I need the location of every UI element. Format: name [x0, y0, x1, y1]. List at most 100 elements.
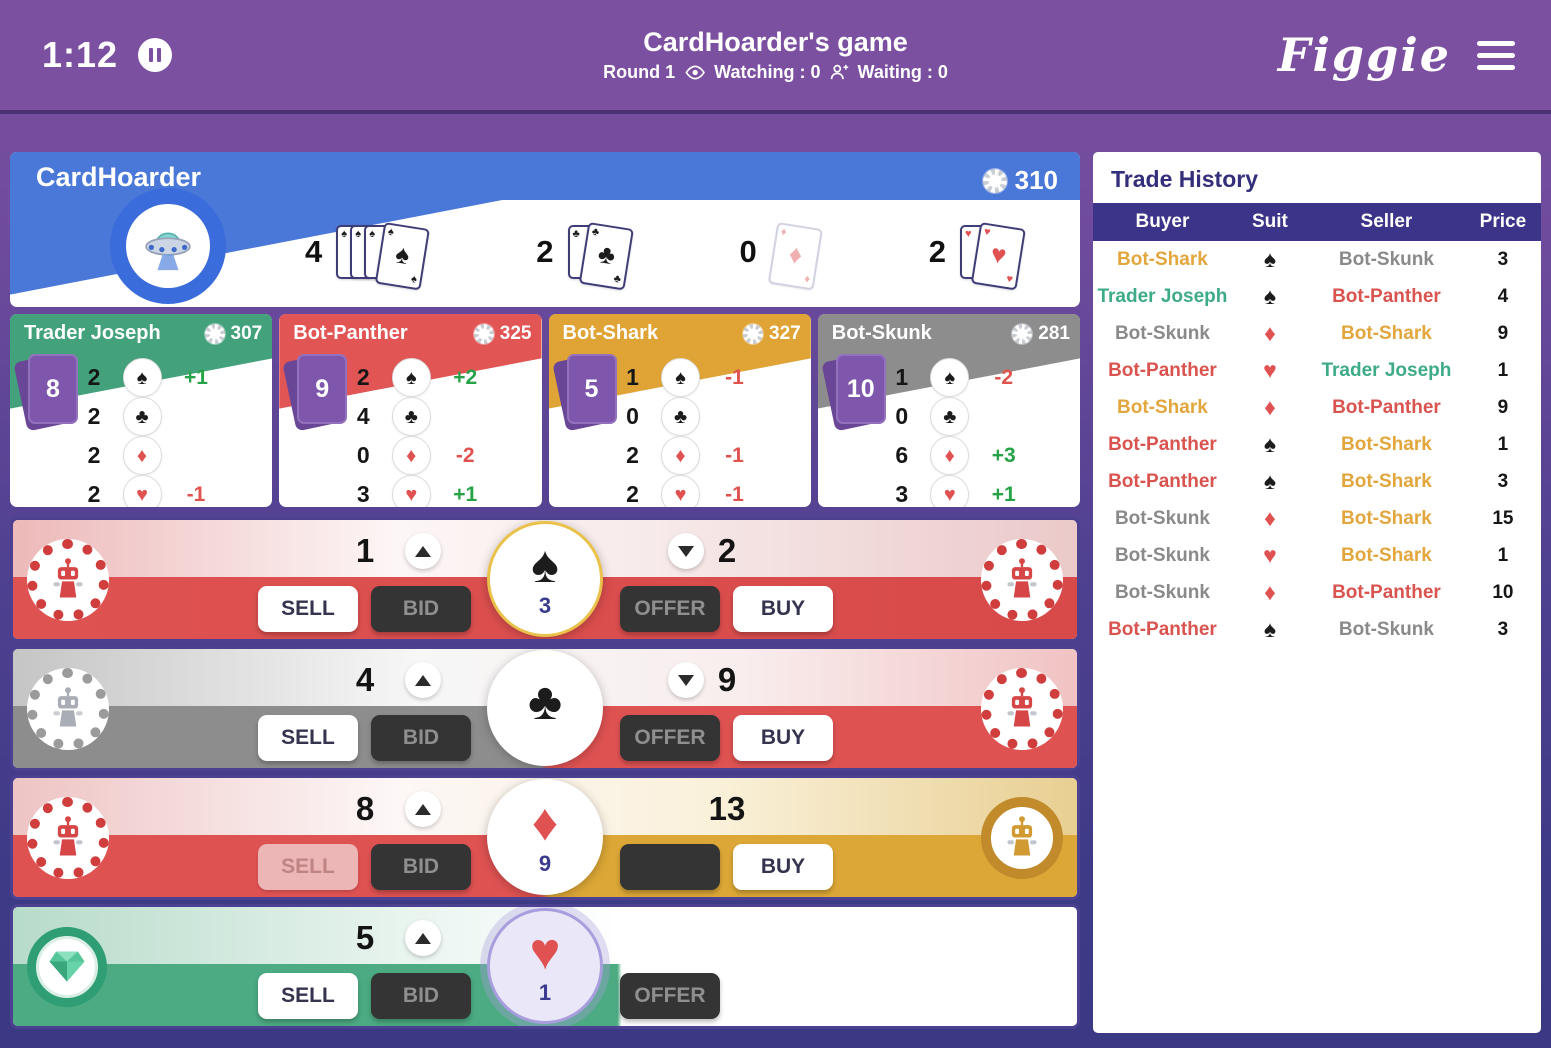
- suit-circle-spades: ♠ 3: [487, 521, 603, 637]
- sell-button[interactable]: SELL: [258, 973, 358, 1019]
- opponent-suit-counts: 2 ♠ +2 4 ♣ 0 ♦ -2 3 ♥ +1: [341, 358, 531, 507]
- order-book-row-clubs: 4 ♣ 9 SELL BID OFFER BUY: [10, 646, 1080, 771]
- spade-suit-icon: ♠: [930, 358, 970, 397]
- chip-icon: [743, 324, 764, 344]
- topbar-right: Figgie: [1278, 28, 1515, 82]
- trade-buyer: Trader Joseph: [1097, 285, 1228, 307]
- player-chips-value: 310: [1014, 165, 1058, 195]
- trade-history-row: Bot-Panther ♠ Bot-Shark 1: [1093, 426, 1541, 463]
- trade-seller: Bot-Shark: [1341, 544, 1432, 566]
- opponent-chips-value: 281: [1038, 323, 1070, 344]
- card-pip: ♥: [988, 237, 1009, 270]
- trade-seller: Bot-Panther: [1332, 581, 1441, 603]
- robot-avatar-icon: [1007, 815, 1037, 855]
- player-hand: 4 ♠ ♠ ♠ ♠ ♠ ♠ 2 ♣ ♣ ♣ ♣ 0: [305, 196, 1026, 307]
- figgie-logo: Figgie: [1277, 28, 1451, 82]
- pause-button[interactable]: [138, 38, 173, 72]
- suit-count: 3: [895, 481, 909, 507]
- bid-button[interactable]: BID: [371, 973, 471, 1019]
- trade-price: 9: [1497, 396, 1509, 418]
- trade-buyer: Bot-Skunk: [1114, 581, 1210, 603]
- buy-button[interactable]: BUY: [733, 715, 833, 761]
- trade-price: 9: [1497, 322, 1509, 344]
- opponent-suit-counts: 1 ♠ -1 0 ♣ 2 ♦ -1 2 ♥ -1: [611, 358, 801, 507]
- card-pip: ♥: [983, 225, 992, 239]
- trade-seller: Bot-Skunk: [1338, 248, 1434, 270]
- order-book-row-spades: 1 ♠ 3 2 SELL BID OFFER BUY: [10, 517, 1080, 642]
- playing-card: ♠ ♠ ♠: [375, 221, 431, 290]
- suit-count: 2: [87, 481, 101, 507]
- opponent-chip-count: 325: [473, 323, 532, 345]
- offer-button[interactable]: OFFER: [620, 586, 720, 632]
- opponent-name: Bot-Skunk: [831, 322, 932, 344]
- bid-up-arrow-button[interactable]: [405, 533, 441, 569]
- watching-label: Watching : 0: [714, 62, 821, 82]
- suit-count: 2: [87, 442, 101, 468]
- chip-icon: [204, 324, 225, 344]
- suit-delta: -1: [186, 482, 206, 506]
- offer-button[interactable]: OFFER: [620, 715, 720, 761]
- opponent-name: Bot-Panther: [293, 322, 408, 344]
- player-name: CardHoarder: [36, 162, 202, 192]
- suit-glyph: ♦: [675, 444, 686, 467]
- trade-price: 1: [1497, 359, 1509, 381]
- opponent-chips-value: 307: [230, 323, 263, 344]
- avatar-inner-circle: [126, 204, 210, 288]
- offer-down-arrow-button[interactable]: [668, 533, 704, 569]
- opponent-suit-row: 2 ♠ +2: [341, 358, 531, 397]
- suit-glyph: ♣: [673, 405, 688, 428]
- suit-delta: +1: [184, 365, 208, 389]
- player-avatar: [110, 188, 226, 304]
- suit-count: 0: [895, 403, 909, 429]
- trade-suit-icon: ♥: [1263, 357, 1277, 383]
- offer-button-blank[interactable]: [620, 844, 720, 890]
- bid-up-arrow-button[interactable]: [405, 791, 441, 827]
- card-fan-clubs: ♣ ♣ ♣ ♣: [567, 215, 634, 290]
- bid-button[interactable]: BID: [371, 844, 471, 890]
- suit-glyph: ♣: [943, 405, 957, 428]
- opponent-panel-bot-shark: Bot-Shark 327 5 1 ♠ -1 0 ♣ 2 ♦ -1 2 ♥ -1: [548, 314, 811, 507]
- best-offerer-avatar-bot-panther: [981, 538, 1063, 621]
- spade-suit-icon: ♠: [391, 358, 431, 397]
- suit-glyph: ♣: [404, 405, 418, 428]
- trade-suit-icon: ♠: [1263, 246, 1277, 272]
- bid-button[interactable]: BID: [371, 715, 471, 761]
- club-suit-icon: ♣: [527, 673, 563, 731]
- bid-button[interactable]: BID: [371, 586, 471, 632]
- buy-button[interactable]: BUY: [733, 844, 833, 890]
- card-pip: ♥: [1005, 272, 1014, 286]
- spade-suit-icon: ♠: [661, 358, 700, 397]
- sell-button[interactable]: SELL: [258, 586, 358, 632]
- opponent-card-count: 10: [835, 354, 886, 424]
- offer-down-arrow-button[interactable]: [668, 662, 704, 698]
- game-header: CardHoarder's game Round 1 Watching : 0 …: [603, 27, 948, 83]
- down-triangle-icon: [678, 674, 694, 686]
- suit-glyph: ♠: [136, 366, 148, 389]
- bid-up-arrow-button[interactable]: [405, 920, 441, 956]
- trade-price: 15: [1492, 507, 1514, 529]
- opponent-suit-row: 2 ♦: [72, 436, 262, 475]
- pause-icon: [149, 48, 154, 62]
- suit-count: 1: [626, 364, 639, 390]
- opponent-chip-count: 327: [743, 323, 801, 345]
- suit-circle-clubs: ♣: [487, 650, 603, 766]
- sell-button[interactable]: SELL: [258, 715, 358, 761]
- hand-group-diamonds: 0 ♦ ♦ ♦: [740, 215, 823, 290]
- playing-card: ♣ ♣ ♣: [578, 221, 634, 290]
- hand-group-spades: 4 ♠ ♠ ♠ ♠ ♠ ♠: [305, 215, 431, 290]
- trade-history-row: Bot-Skunk ♦ Bot-Shark 15: [1093, 500, 1541, 537]
- trade-history-row: Bot-Skunk ♦ Bot-Shark 9: [1093, 315, 1541, 352]
- trade-seller: Trader Joseph: [1321, 359, 1452, 381]
- trade-suit-icon: ♦: [1264, 505, 1276, 531]
- offer-button[interactable]: OFFER: [620, 973, 720, 1019]
- suit-delta: +1: [453, 482, 478, 506]
- trade-seller: Bot-Panther: [1332, 396, 1441, 418]
- watching-eye-icon: [684, 65, 705, 80]
- trade-history-row: Bot-Shark ♦ Bot-Panther 9: [1093, 389, 1541, 426]
- trade-history-row: Bot-Skunk ♥ Bot-Shark 1: [1093, 537, 1541, 574]
- bid-up-arrow-button[interactable]: [405, 662, 441, 698]
- buy-button[interactable]: BUY: [733, 586, 833, 632]
- opponent-panel-bot-panther: Bot-Panther 325 9 2 ♠ +2 4 ♣ 0 ♦ -2 3 ♥ +1: [279, 314, 542, 507]
- hamburger-menu-button[interactable]: [1477, 40, 1515, 70]
- player-chip-count: 310: [982, 165, 1058, 196]
